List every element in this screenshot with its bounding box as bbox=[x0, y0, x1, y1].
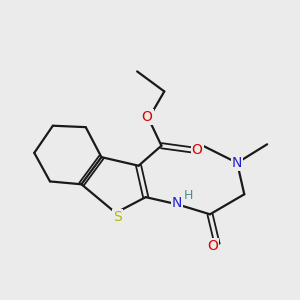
Text: H: H bbox=[183, 189, 193, 202]
Text: O: O bbox=[207, 239, 218, 253]
Text: O: O bbox=[192, 143, 203, 157]
Text: N: N bbox=[232, 156, 242, 170]
Text: S: S bbox=[113, 210, 122, 224]
Text: N: N bbox=[172, 196, 182, 210]
Text: O: O bbox=[142, 110, 153, 124]
